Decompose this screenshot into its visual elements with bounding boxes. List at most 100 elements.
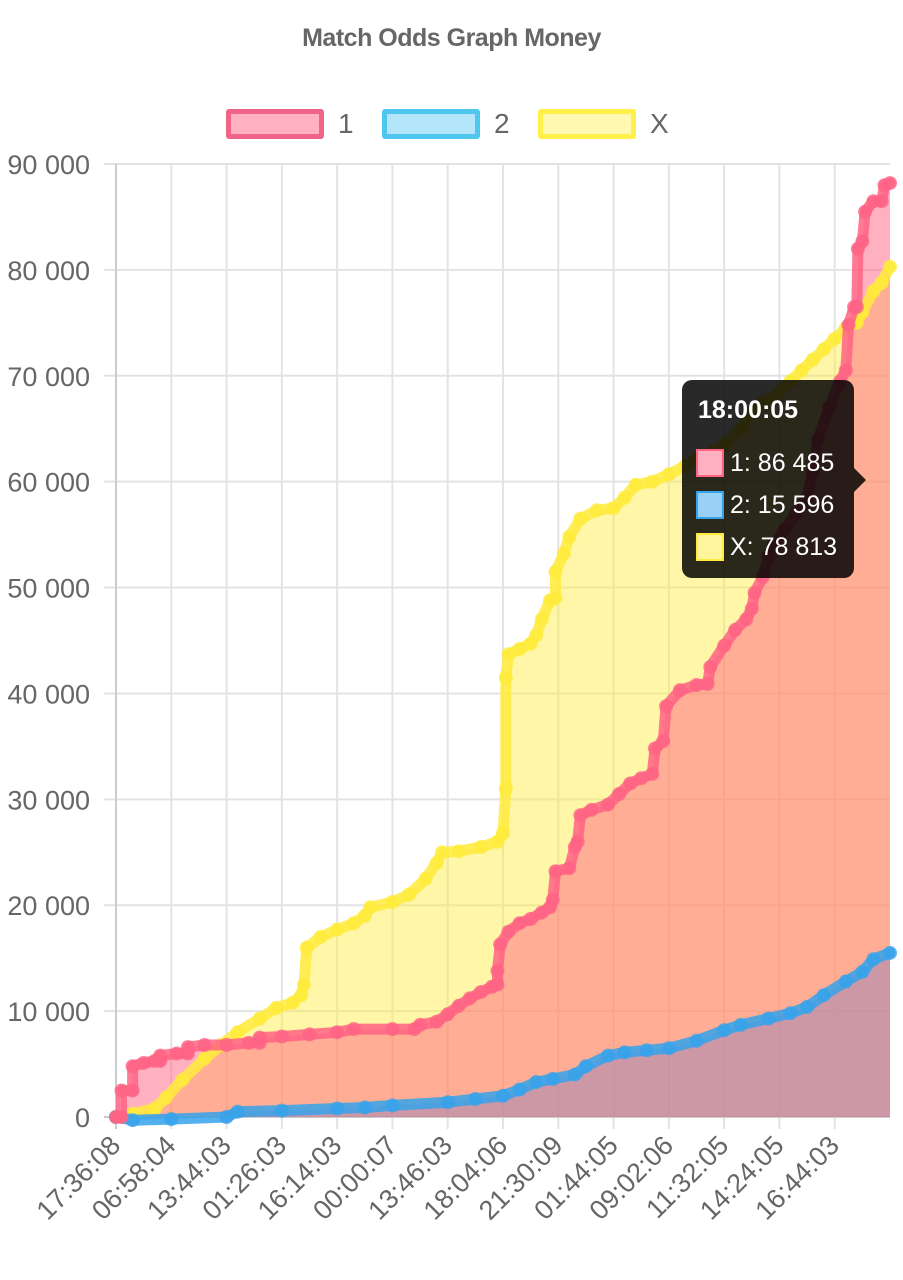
series-area-1 bbox=[116, 183, 890, 1118]
chart-title: Match Odds Graph Money bbox=[302, 24, 601, 52]
data-point-1 bbox=[645, 766, 660, 781]
data-point-1 bbox=[136, 1056, 151, 1070]
tooltip-row: X: 78 813 bbox=[696, 530, 837, 564]
data-point-X bbox=[473, 840, 488, 854]
legend-item-series-1[interactable]: 1 bbox=[226, 104, 354, 144]
data-point-1 bbox=[125, 1083, 140, 1098]
tooltip-title: 18:00:05 bbox=[698, 396, 799, 424]
data-point-1 bbox=[501, 924, 516, 939]
data-point-2 bbox=[385, 1098, 400, 1113]
data-point-1 bbox=[462, 991, 477, 1006]
data-point-1 bbox=[473, 985, 488, 1000]
data-point-X bbox=[175, 1072, 190, 1087]
data-point-1 bbox=[623, 776, 638, 791]
data-point-1 bbox=[747, 585, 762, 600]
data-point-1 bbox=[330, 1025, 345, 1040]
data-point-2 bbox=[512, 1082, 527, 1097]
data-point-1 bbox=[739, 612, 754, 627]
data-point-2 bbox=[855, 964, 870, 979]
data-point-1 bbox=[523, 912, 538, 926]
data-point-1 bbox=[548, 864, 563, 879]
data-point-X bbox=[496, 826, 510, 841]
data-point-X bbox=[197, 1051, 212, 1066]
data-point-X bbox=[617, 490, 632, 505]
data-point-1 bbox=[429, 1014, 444, 1029]
data-point-X bbox=[385, 895, 400, 909]
data-point-X bbox=[562, 529, 577, 544]
data-point-1 bbox=[219, 1038, 234, 1052]
data-point-X bbox=[816, 342, 831, 357]
y-tick-label: 50 000 bbox=[7, 574, 90, 604]
legend-swatch-series-x bbox=[538, 109, 636, 139]
data-point-X bbox=[661, 467, 676, 482]
data-point-1 bbox=[656, 734, 671, 749]
legend-label-series-1: 1 bbox=[338, 108, 354, 139]
data-point-2 bbox=[601, 1048, 615, 1063]
data-point-X bbox=[805, 352, 820, 367]
data-point-2 bbox=[496, 1088, 510, 1103]
data-point-X bbox=[501, 647, 516, 662]
data-point-1 bbox=[302, 1027, 317, 1042]
data-point-1 bbox=[584, 802, 599, 817]
data-point-1 bbox=[601, 797, 615, 812]
data-point-1 bbox=[180, 1040, 195, 1055]
data-point-X bbox=[883, 259, 897, 274]
data-point-2 bbox=[761, 1011, 776, 1026]
data-point-2 bbox=[816, 988, 831, 1003]
data-point-1 bbox=[490, 963, 505, 978]
data-point-1 bbox=[728, 622, 743, 637]
data-point-X bbox=[866, 284, 881, 299]
data-point-1 bbox=[545, 892, 560, 907]
legend-item-series-x[interactable]: X bbox=[538, 104, 669, 144]
data-point-2 bbox=[567, 1067, 582, 1082]
tooltip-value: 1: 86 485 bbox=[730, 448, 835, 477]
data-point-X bbox=[435, 845, 450, 860]
data-point-X bbox=[534, 612, 549, 627]
data-point-X bbox=[794, 363, 809, 378]
data-point-1 bbox=[512, 916, 527, 931]
y-tick-label: 10 000 bbox=[7, 997, 90, 1027]
data-point-X bbox=[606, 501, 621, 516]
data-point-1 bbox=[700, 676, 715, 691]
data-point-X bbox=[573, 511, 588, 526]
data-point-1 bbox=[841, 318, 856, 332]
data-point-2 bbox=[219, 1110, 234, 1124]
data-point-X bbox=[418, 871, 433, 886]
data-point-2 bbox=[164, 1112, 179, 1127]
data-point-1 bbox=[849, 300, 864, 314]
tooltip-swatch bbox=[696, 533, 724, 561]
data-point-X bbox=[628, 477, 643, 492]
data-point-X bbox=[346, 916, 361, 931]
data-point-1 bbox=[570, 834, 585, 849]
data-point-X bbox=[548, 591, 563, 606]
data-point-X bbox=[498, 670, 513, 685]
data-point-2 bbox=[717, 1023, 732, 1038]
tooltip-swatch bbox=[696, 449, 724, 477]
data-point-2 bbox=[468, 1092, 483, 1106]
data-point-1 bbox=[717, 638, 732, 653]
data-point-X bbox=[512, 642, 527, 656]
data-point-X bbox=[330, 922, 345, 937]
tooltip-value: 2: 15 596 bbox=[730, 490, 835, 519]
data-point-X bbox=[158, 1090, 173, 1105]
data-point-1 bbox=[612, 787, 627, 801]
data-point-X bbox=[269, 1000, 284, 1015]
data-point-1 bbox=[385, 1022, 400, 1037]
data-point-1 bbox=[346, 1022, 361, 1037]
data-point-1 bbox=[490, 977, 505, 992]
data-point-X bbox=[363, 900, 378, 915]
data-point-X bbox=[529, 628, 544, 643]
y-tick-label: 90 000 bbox=[7, 150, 90, 180]
data-point-2 bbox=[545, 1071, 560, 1086]
data-point-X bbox=[556, 546, 571, 561]
data-point-2 bbox=[838, 974, 853, 989]
data-point-X bbox=[252, 1011, 267, 1026]
tooltip-value: X: 78 813 bbox=[730, 532, 838, 561]
data-point-2 bbox=[274, 1103, 289, 1118]
data-point-1 bbox=[241, 1035, 256, 1050]
data-point-X bbox=[590, 503, 604, 518]
data-point-1 bbox=[672, 683, 687, 698]
data-point-X bbox=[147, 1101, 162, 1116]
legend-item-series-2[interactable]: 2 bbox=[382, 104, 510, 144]
